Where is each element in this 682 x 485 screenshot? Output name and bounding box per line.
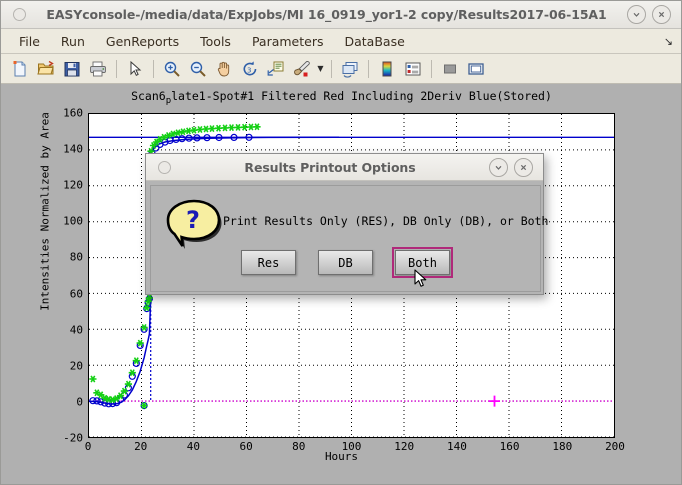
chevron-down-icon[interactable] [627,5,646,24]
close-icon[interactable] [652,5,671,24]
toolbar-separator [153,59,154,78]
colorbar-icon[interactable] [374,57,399,81]
window-title: EASYconsole-/media/data/ExpJobs/MI 16_09… [46,7,607,22]
insert-legend-icon[interactable] [263,57,288,81]
toolbar-separator [431,59,432,78]
magenta-plus-marker [489,395,500,407]
open-folder-icon[interactable] [33,57,58,81]
plot-svg [89,114,614,437]
toolbar-separator [116,59,117,78]
brush-icon[interactable] [289,57,314,81]
hide-plot-tools-icon[interactable] [437,57,462,81]
x-tick-200: 200 [605,440,625,453]
x-axis-label: Hours [324,450,359,463]
results-printout-options-dialog: Results Printout Options ? [145,153,548,295]
pan-hand-icon[interactable] [211,57,236,81]
pointer-icon[interactable] [122,57,147,81]
chart-title-prefix: Scan6 [131,89,166,103]
x-tick-120: 120 [394,440,415,453]
show-plot-browser-icon[interactable] [463,57,488,81]
dialog-controls [489,157,533,177]
y-tick--20: -20 [63,431,83,445]
x-tick-80: 80 [292,440,306,453]
chart-title-suffix: late1-Spot#1 Filtered Red Including 2Der… [171,89,552,103]
menu-item-tools[interactable]: Tools [200,33,231,49]
y-tick-40: 40 [69,323,83,337]
window-titlebar: EASYconsole-/media/data/ExpJobs/MI 16_09… [1,1,681,29]
dialog-message: Print Results Only (RES), DB Only (DB), … [223,214,549,228]
close-icon[interactable] [514,157,533,177]
svg-text:3: 3 [247,66,251,74]
menu-item-genreports[interactable]: GenReports [105,33,180,49]
x-axis-ticks: 0 20 40 60 80 100 120 140 160 180 200 [84,440,625,456]
menubar: File Run GenReports Tools Parameters Dat… [1,29,681,54]
blue-markers-upper [148,133,253,158]
chevron-down-icon[interactable] [489,157,508,177]
y-tick-20: 20 [69,359,83,373]
res-button[interactable]: Res [241,250,296,275]
legend-icon[interactable] [400,57,425,81]
x-tick-140: 140 [446,440,467,453]
dialog-body: ? Print Results Only (RES), DB Only (DB)… [150,185,548,292]
menu-item-file[interactable]: File [19,33,40,49]
svg-text:?: ? [186,206,200,234]
x-tick-160: 160 [499,440,520,453]
y-tick-80: 80 [69,250,83,264]
x-tick-180: 180 [552,440,573,453]
y-tick-0: 0 [76,395,83,409]
menu-item-parameters[interactable]: Parameters [251,33,324,49]
dialog-title: Results Printout Options [244,159,416,175]
dialog-button-row: Res DB Both [151,247,540,278]
dropdown-caret-icon[interactable]: ▼ [317,64,324,73]
y-axis-ticks: 160 140 120 100 80 60 40 20 0 -20 [31,107,83,445]
toolbar-separator [368,59,369,78]
question-speech-bubble-icon: ? [163,199,225,249]
toolbar-separator [331,59,332,78]
menu-item-run[interactable]: Run [60,33,85,49]
db-button[interactable]: DB [318,250,373,275]
y-tick-60: 60 [69,287,83,301]
zoom-in-icon[interactable] [159,57,184,81]
rotate-3d-icon[interactable]: 3 [237,57,262,81]
x-tick-100: 100 [341,440,362,453]
menu-item-database[interactable]: DataBase [344,33,405,49]
toolbar: 3 ▼ [1,54,681,84]
dialog-menu-dot-icon[interactable] [158,160,171,174]
menu-overflow-arrow-icon[interactable]: ↘ [663,34,673,48]
x-tick-20: 20 [134,440,148,453]
x-tick-40: 40 [186,440,201,453]
green-stars-upper [147,123,261,155]
save-disk-icon[interactable] [59,57,84,81]
y-tick-140: 140 [63,142,83,156]
window-controls [627,5,671,24]
green-stars-lower [89,294,154,410]
x-tick-0: 0 [84,440,92,453]
zoom-out-icon[interactable] [185,57,210,81]
link-plot-icon[interactable] [337,57,362,81]
dialog-titlebar: Results Printout Options [146,154,543,181]
both-button[interactable]: Both [392,247,453,278]
blue-curve-lower [89,297,152,405]
y-tick-160: 160 [63,106,83,120]
chart-title-subscript: p [165,96,172,106]
y-tick-120: 120 [63,178,83,192]
y-tick-100: 100 [63,214,83,228]
chart-title: Scan6plate1-Spot#1 Filtered Red Includin… [11,89,672,106]
print-icon[interactable] [85,57,110,81]
new-document-icon[interactable] [7,57,32,81]
window-menu-dot-icon[interactable] [13,8,26,21]
x-tick-60: 60 [239,440,253,453]
